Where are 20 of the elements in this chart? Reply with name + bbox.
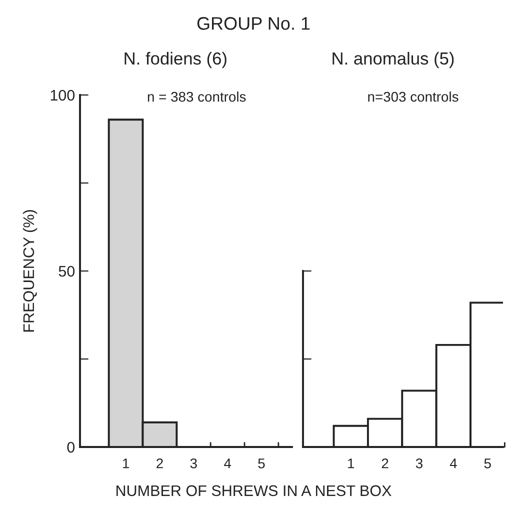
x-axis-title: NUMBER OF SHREWS IN A NEST BOX [116, 485, 392, 496]
y-axis-title: FREQUENCY (%) [22, 210, 38, 332]
y-tick-label: 50 [58, 266, 75, 277]
x-tick-label: 1 [348, 458, 354, 468]
y-tick-label: 100 [50, 90, 75, 101]
annotation: n=303 controls [368, 92, 458, 102]
x-tick-label: 5 [484, 458, 491, 468]
chart-title: GROUP No. 1 [197, 17, 310, 30]
x-tick-label: 3 [190, 458, 197, 468]
y-tick-label: 0 [67, 442, 75, 453]
x-tick-label: 3 [416, 458, 422, 468]
x-tick-label: 2 [156, 458, 163, 468]
x-tick-label: 4 [224, 458, 232, 468]
chart-subtitle: N. fodiens (6) [124, 52, 226, 68]
x-tick-label: 1 [122, 458, 129, 468]
chart-subtitle: N. anomalus (5) [332, 52, 454, 68]
x-tick-label: 4 [450, 458, 457, 468]
x-tick-label: 2 [382, 458, 388, 468]
annotation: n = 383 controls [148, 92, 246, 102]
x-tick-label: 5 [258, 458, 265, 468]
